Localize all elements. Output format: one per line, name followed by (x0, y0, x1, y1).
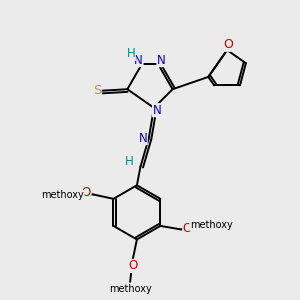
Text: N: N (153, 104, 161, 117)
Text: methoxy: methoxy (190, 220, 232, 230)
Text: N: N (138, 132, 147, 145)
Text: H: H (127, 47, 135, 60)
Text: N: N (134, 54, 143, 67)
Text: N: N (157, 54, 166, 67)
Text: O: O (224, 38, 233, 51)
Text: O: O (82, 186, 91, 199)
Text: O: O (128, 260, 138, 272)
Text: O: O (183, 222, 192, 236)
Text: methoxy: methoxy (110, 284, 152, 294)
Text: S: S (93, 84, 101, 97)
Text: methoxy: methoxy (41, 190, 84, 200)
Text: H: H (125, 155, 134, 168)
